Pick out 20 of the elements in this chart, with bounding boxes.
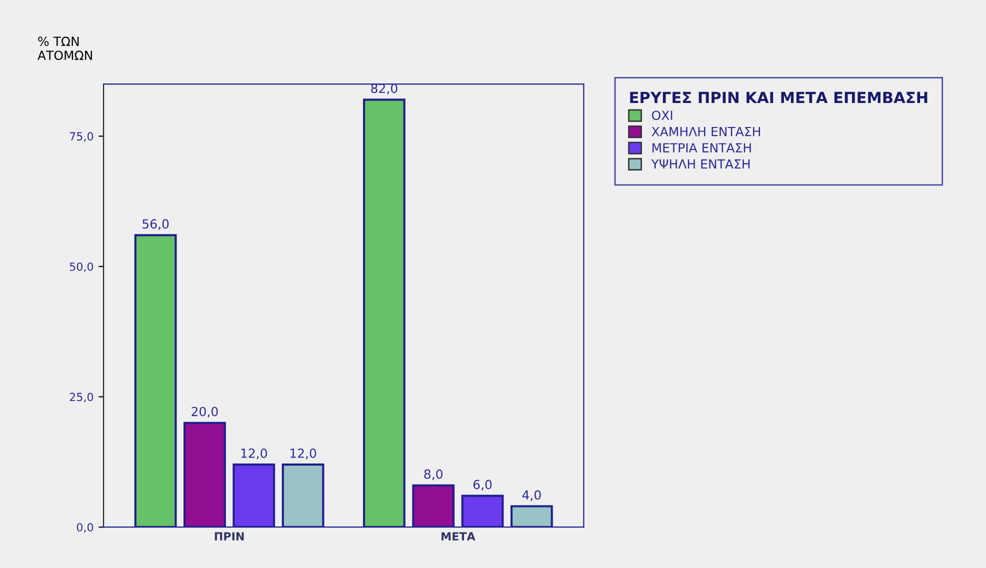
y-tick-label: 75,0: [70, 132, 94, 142]
data-label: 12,0: [290, 448, 316, 460]
data-label: 6,0: [473, 480, 492, 491]
x-tick-label: ΠΡΙΝ: [214, 532, 244, 540]
legend-label: ΟΧΙ: [652, 110, 672, 120]
y-tick-label: 50,0: [70, 262, 94, 272]
x-tick-label: ΜΕΤΑ: [442, 532, 476, 540]
legend-label: ΥΨΗΛΗ ΕΝΤΑΣΗ: [651, 159, 750, 169]
data-label: 8,0: [424, 469, 442, 480]
legend-label: ΧΑΜΗΛΗ ΕΝΤΑΣΗ: [652, 126, 760, 136]
data-label: 56,0: [142, 219, 169, 230]
data-label: 4,0: [522, 490, 541, 501]
y-tick-label: 25,0: [70, 392, 94, 402]
legend-label: ΜΕΤΡΙΑ ΕΝΤΑΣΗ: [652, 143, 751, 152]
data-label: 12,0: [241, 448, 267, 460]
y-axis-title: % ΤΩΝ ΑΤΟΜΩΝ: [38, 36, 92, 60]
data-label: 20,0: [192, 406, 218, 418]
legend-title: ΕΡΥΓΕΣ ΠΡΙΝ ΚΑΙ ΜΕΤΑ ΕΠΕΜΒΑΣΗ: [630, 92, 928, 104]
y-tick-label: 0,0: [76, 523, 94, 533]
data-label: 82,0: [371, 84, 398, 94]
